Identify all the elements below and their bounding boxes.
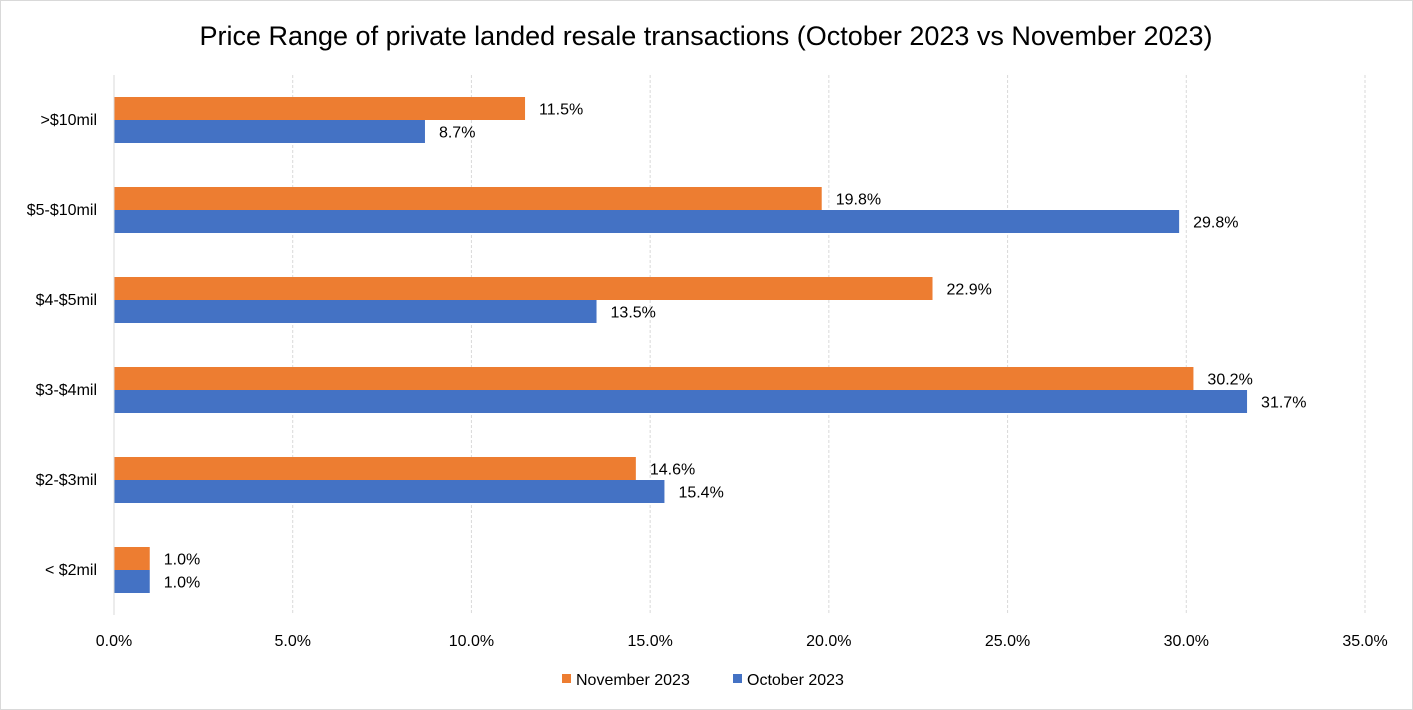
x-tick-label: 30.0% — [1164, 633, 1209, 650]
data-label: 11.5% — [539, 102, 583, 119]
bar-november-2023 — [114, 97, 526, 120]
x-tick-label: 20.0% — [806, 633, 851, 650]
bar-october-2023 — [114, 210, 1180, 233]
x-tick-label: 25.0% — [985, 633, 1030, 650]
y-axis: >$10mil $5-$10mil $4-$5mil $3-$4mil $2-$3mil… — [27, 75, 115, 615]
data-label: 8.7% — [439, 125, 475, 142]
data-label: 14.6% — [650, 462, 695, 479]
data-labels: 11.5% 8.7% 19.8% 29.8% 22.9% 13.5% 30.2% 31.7% 1… — [164, 102, 1307, 592]
bar-november-2023 — [114, 277, 933, 300]
bars — [114, 97, 1248, 593]
y-tick-label: < $2mil — [45, 562, 97, 579]
data-label: 1.0% — [164, 575, 200, 592]
data-label: 31.7% — [1261, 395, 1306, 412]
data-label: 22.9% — [947, 282, 992, 299]
bar-october-2023 — [114, 120, 425, 143]
data-label: 1.0% — [164, 552, 200, 569]
legend-label-november: November 2023 — [576, 672, 690, 689]
data-label: 15.4% — [678, 485, 723, 502]
y-tick-label: $2-$3mil — [36, 472, 97, 489]
data-label: 29.8% — [1193, 215, 1238, 232]
grid-lines — [292, 75, 1366, 615]
data-label: 13.5% — [611, 305, 656, 322]
legend-swatch-october — [733, 674, 742, 683]
y-tick-label: $4-$5mil — [36, 292, 97, 309]
y-tick-label: $5-$10mil — [27, 202, 97, 219]
x-tick-label: 35.0% — [1342, 633, 1387, 650]
chart-title: Price Range of private landed resale tra… — [199, 21, 1212, 51]
data-label: 19.8% — [836, 192, 881, 209]
x-tick-label: 10.0% — [449, 633, 494, 650]
bar-november-2023 — [114, 547, 150, 570]
bar-october-2023 — [114, 300, 597, 323]
y-tick-label: >$10mil — [41, 112, 97, 129]
bar-october-2023 — [114, 570, 150, 593]
bar-october-2023 — [114, 390, 1248, 413]
data-label: 30.2% — [1207, 372, 1252, 389]
x-tick-label: 0.0% — [96, 633, 132, 650]
legend-label-october: October 2023 — [747, 672, 844, 689]
x-tick-label: 5.0% — [274, 633, 310, 650]
bar-november-2023 — [114, 187, 822, 210]
bar-november-2023 — [114, 367, 1194, 390]
y-tick-label: $3-$4mil — [36, 382, 97, 399]
legend-swatch-november — [562, 674, 571, 683]
bar-november-2023 — [114, 457, 636, 480]
legend: November 2023 October 2023 — [562, 672, 844, 689]
x-axis: 0.0% 5.0% 10.0% 15.0% 20.0% 25.0% 30.0% 35.0% — [96, 633, 1388, 650]
bar-october-2023 — [114, 480, 665, 503]
x-tick-label: 15.0% — [627, 633, 672, 650]
